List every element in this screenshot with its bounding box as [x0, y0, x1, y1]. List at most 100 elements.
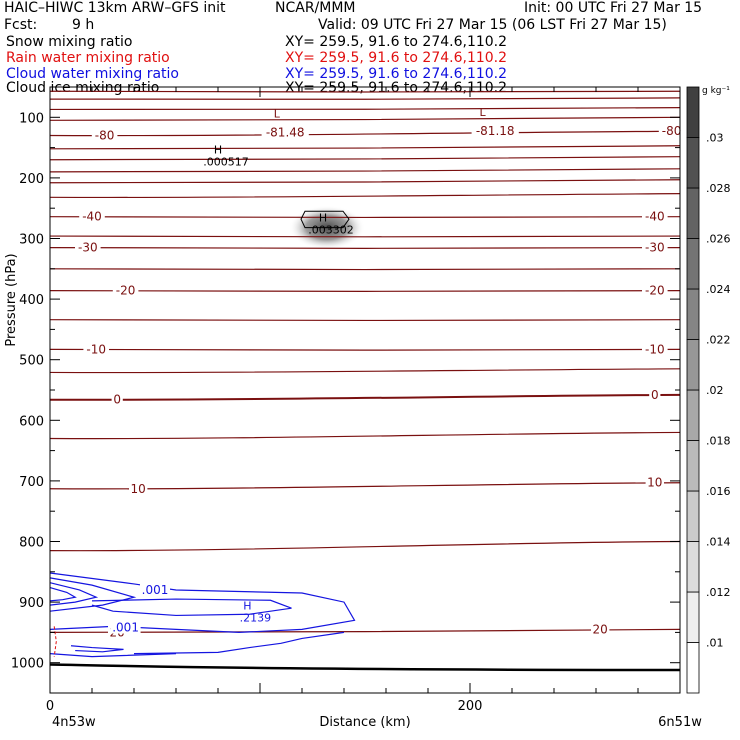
- colorbar-label: .012: [706, 586, 731, 599]
- contour-label: -40: [82, 210, 102, 224]
- contour-label-bg: [591, 622, 610, 636]
- contour-label-bg: [83, 342, 109, 356]
- colorbar-label: .026: [706, 233, 731, 246]
- contour-label-bg: [658, 124, 685, 138]
- field-name-rain: Rain water mixing ratio: [6, 50, 170, 66]
- x-end-location: 6n51w: [658, 715, 702, 730]
- colorbar-segment: [686, 86, 700, 138]
- contour-label-bg: [642, 240, 668, 254]
- colorbar-segment: [686, 238, 700, 290]
- temperature-contour: [49, 193, 681, 199]
- plot-title: HAIC–HIWC 13km ARW–GFS init: [4, 0, 226, 16]
- cloud-label-bg: [110, 620, 141, 634]
- temperature-contour: [49, 540, 681, 552]
- cloud-water-label: .001: [112, 621, 139, 635]
- cloud-water-contour: [91, 598, 292, 617]
- contour-label: 10: [647, 476, 662, 490]
- cloud-label-bg: [140, 582, 170, 596]
- colorbar-label: .028: [706, 182, 731, 195]
- colorbar-label: .02: [706, 384, 724, 397]
- plot-frame: [49, 86, 681, 694]
- cloud-water-label: .001: [142, 583, 169, 597]
- temperature-contour: [49, 130, 681, 137]
- temperature-contour: [49, 216, 681, 219]
- field-xy-cloud-water: XY= 259.5, 91.6 to 274.6,110.2: [285, 66, 508, 82]
- temperature-contour: [49, 431, 681, 440]
- x-tick-label: 200: [458, 699, 483, 714]
- field-name-cloud-water: Cloud water mixing ratio: [6, 66, 179, 82]
- temperature-contour: [49, 628, 681, 634]
- colorbar-segment: [686, 591, 700, 643]
- organization: NCAR/MMM: [275, 0, 356, 16]
- contour-label-bg: [111, 392, 123, 406]
- contour-label: -81.48: [266, 125, 305, 139]
- colorbar-segment: [686, 137, 700, 189]
- contour-label-bg: [75, 240, 101, 254]
- cloud-water-contour: [49, 577, 137, 612]
- y-tick-label: 700: [19, 475, 44, 490]
- cloud-water-contour: [49, 586, 77, 602]
- extremum-marker: H: [214, 144, 222, 157]
- colorbar-unit: g kg⁻¹: [702, 86, 730, 96]
- surface-line: [49, 663, 681, 672]
- x-start-location: 4n53w: [52, 715, 96, 730]
- colorbar-segment: [686, 642, 700, 694]
- temperature-contour: [49, 145, 681, 150]
- y-tick-label: 600: [19, 414, 44, 429]
- contour-label: -40: [645, 210, 665, 224]
- forecast-value: 9 h: [72, 17, 95, 33]
- temperature-contour: [49, 116, 681, 122]
- contour-label: -10: [86, 342, 106, 356]
- contour-label: -20: [645, 284, 665, 298]
- contour-label: 0: [651, 388, 659, 402]
- colorbar-segment: [686, 389, 700, 441]
- y-tick-label: 900: [19, 596, 44, 611]
- contour-label: 0: [113, 393, 121, 407]
- forecast-label: Fcst:: [4, 17, 38, 33]
- init-time: Init: 00 UTC Fri 27 Mar 15: [524, 0, 703, 16]
- temperature-contour: [49, 235, 681, 238]
- colorbar-segment: [686, 339, 700, 391]
- temperature-contour: [49, 168, 681, 173]
- contour-label: -30: [78, 241, 98, 255]
- rain-water-contour: [53, 626, 57, 657]
- colorbar-label: .016: [706, 485, 731, 498]
- temperature-contour: [49, 319, 681, 322]
- extremum-marker: H: [243, 599, 251, 612]
- temperature-contour: [49, 97, 681, 101]
- contour-label-bg: [649, 387, 661, 401]
- cloud-water-contour: [70, 645, 124, 653]
- temperature-contour: [49, 290, 681, 292]
- contour-label-bg: [645, 475, 664, 489]
- colorbar-label: .03: [706, 132, 724, 145]
- contour-label: -30: [645, 241, 665, 255]
- colorbar-segment: [686, 440, 700, 492]
- contour-label-bg: [261, 125, 309, 139]
- colorbar-segment: [686, 187, 700, 239]
- contour-label-bg: [91, 128, 118, 142]
- cloud-water-contour: [49, 582, 99, 606]
- temperature-contour: [49, 348, 681, 351]
- contour-label-bg: [112, 283, 139, 297]
- temperature-contour: [49, 368, 681, 374]
- extremum-marker: H: [319, 212, 327, 225]
- y-tick-label: 400: [19, 293, 44, 308]
- contour-label: -80: [662, 124, 682, 138]
- y-axis-title: Pressure (hPa): [4, 253, 19, 346]
- y-tick-label: 300: [19, 233, 44, 248]
- contour-label-bg: [642, 283, 668, 297]
- contour-label-bg: [129, 481, 148, 495]
- extremum-value: .003302: [308, 224, 354, 237]
- y-tick-label: 100: [19, 111, 44, 126]
- contour-label: 20: [593, 622, 608, 636]
- temperature-contour: [49, 268, 681, 271]
- cloud-water-contour: [49, 653, 177, 658]
- contour-label-bg: [79, 209, 105, 223]
- y-tick-label: 500: [19, 354, 44, 369]
- extremum-marker: L: [274, 107, 281, 120]
- contour-label: -81.18: [476, 124, 515, 138]
- contour-label-bg: [471, 124, 519, 138]
- y-tick-label: 200: [19, 172, 44, 187]
- contour-label: -80: [95, 128, 115, 142]
- field-xy-snow: XY= 259.5, 91.6 to 274.6,110.2: [285, 34, 508, 50]
